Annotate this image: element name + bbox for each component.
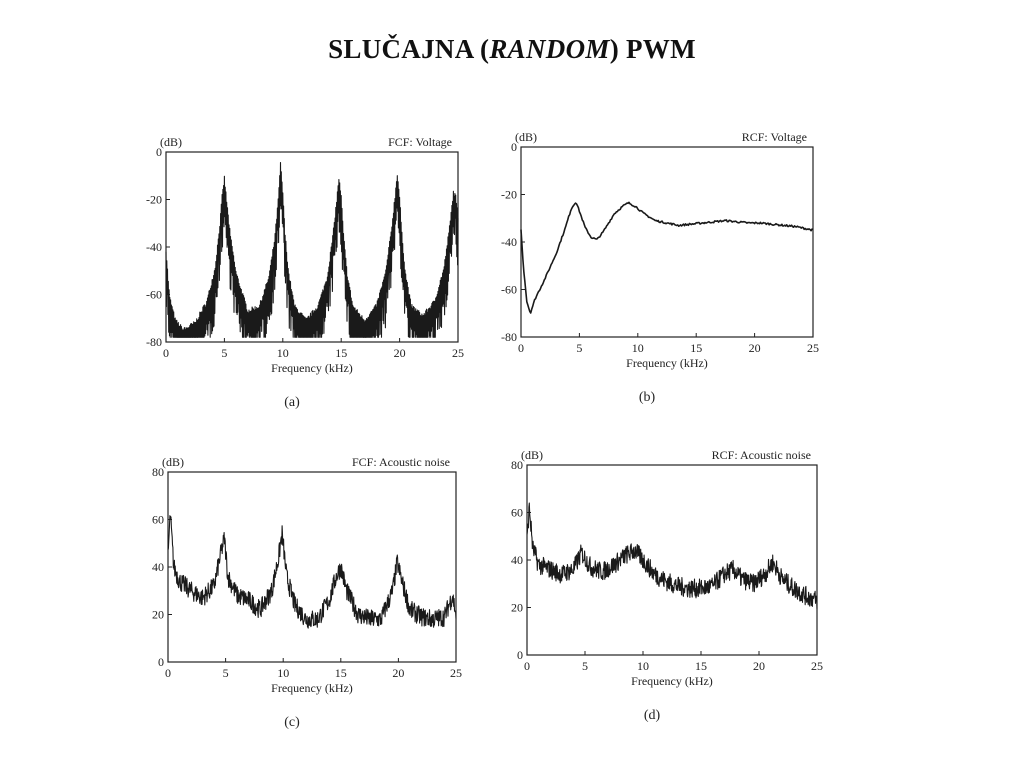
series-line-0 <box>167 515 457 629</box>
x-tick-label: 15 <box>690 341 702 355</box>
ylabel: (dB) <box>160 135 182 149</box>
ylabel: (dB) <box>521 448 543 462</box>
x-tick-label: 0 <box>524 659 530 673</box>
y-tick-label: 0 <box>156 145 162 159</box>
xlabel: Frequency (kHz) <box>626 356 708 370</box>
y-tick-label: 80 <box>511 458 523 472</box>
chart-panel-3: (dB) RCF: Acoustic noise Frequency (kHz) (d… <box>511 448 823 723</box>
figure-scan: (dB) FCF: Voltage Frequency (kHz) (a) 0 5 10 15… <box>120 88 840 748</box>
x-tick-label: 25 <box>807 341 819 355</box>
x-tick-label: 25 <box>452 346 464 360</box>
xlabel: Frequency (kHz) <box>271 681 353 695</box>
panel-label: (d) <box>644 708 661 723</box>
x-tick-label: 5 <box>221 346 227 360</box>
title-prefix: SLUČAJNA ( <box>328 34 490 64</box>
y-tick-label: 40 <box>511 553 523 567</box>
ylabel: (dB) <box>162 455 184 469</box>
xlabel: Frequency (kHz) <box>271 361 353 375</box>
panel-title: FCF: Acoustic noise <box>352 455 450 469</box>
x-tick-label: 25 <box>450 666 462 680</box>
y-tick-label: 20 <box>511 601 523 615</box>
title-suffix: ) PWM <box>609 34 696 64</box>
y-tick-label: 0 <box>158 655 164 669</box>
y-tick-label: 60 <box>152 513 164 527</box>
x-tick-label: 15 <box>335 346 347 360</box>
series-line-0 <box>165 161 459 338</box>
y-tick-label: -40 <box>501 235 517 249</box>
x-tick-label: 5 <box>576 341 582 355</box>
x-tick-label: 0 <box>165 666 171 680</box>
x-tick-label: 10 <box>637 659 649 673</box>
chart-panel-0: (dB) FCF: Voltage Frequency (kHz) (a) 0 5 10 15… <box>146 135 464 410</box>
x-tick-label: 5 <box>582 659 588 673</box>
y-tick-label: -20 <box>146 193 162 207</box>
y-tick-label: -20 <box>501 188 517 202</box>
x-tick-label: 20 <box>753 659 765 673</box>
chart-panel-2: (dB) FCF: Acoustic noise Frequency (kHz) (c… <box>152 455 462 730</box>
y-tick-label: -80 <box>501 330 517 344</box>
plot-frame <box>167 471 457 663</box>
panel-title: FCF: Voltage <box>388 135 452 149</box>
slide-title: SLUČAJNA (RANDOM) PWM <box>0 34 1024 65</box>
series-line-0 <box>520 201 814 314</box>
x-tick-label: 0 <box>518 341 524 355</box>
panel-label: (c) <box>284 715 300 730</box>
x-tick-label: 20 <box>394 346 406 360</box>
x-tick-label: 20 <box>392 666 404 680</box>
x-tick-label: 5 <box>223 666 229 680</box>
title-italic: RANDOM <box>489 34 610 64</box>
y-tick-label: 80 <box>152 465 164 479</box>
y-tick-label: 40 <box>152 560 164 574</box>
x-tick-label: 15 <box>695 659 707 673</box>
xlabel: Frequency (kHz) <box>631 674 713 688</box>
x-tick-label: 10 <box>277 346 289 360</box>
plot-frame <box>520 146 814 338</box>
series-line-0 <box>526 502 818 609</box>
y-tick-label: -40 <box>146 240 162 254</box>
x-tick-label: 20 <box>749 341 761 355</box>
x-tick-label: 25 <box>811 659 823 673</box>
panel-label: (b) <box>639 390 656 405</box>
y-tick-label: -60 <box>501 283 517 297</box>
x-tick-label: 10 <box>277 666 289 680</box>
panel-title: RCF: Acoustic noise <box>712 448 811 462</box>
y-tick-label: -60 <box>146 288 162 302</box>
chart-panel-1: (dB) RCF: Voltage Frequency (kHz) (b) 0 5 10 15… <box>501 130 819 405</box>
panel-title: RCF: Voltage <box>742 130 807 144</box>
ylabel: (dB) <box>515 130 537 144</box>
x-tick-label: 10 <box>632 341 644 355</box>
x-tick-label: 0 <box>163 346 169 360</box>
y-tick-label: 0 <box>511 140 517 154</box>
spectra-figure: (dB) FCF: Voltage Frequency (kHz) (a) 0 5 10 15… <box>146 130 823 730</box>
plot-frame <box>526 464 818 656</box>
y-tick-label: 0 <box>517 648 523 662</box>
y-tick-label: -80 <box>146 335 162 349</box>
y-tick-label: 20 <box>152 608 164 622</box>
y-tick-label: 60 <box>511 506 523 520</box>
x-tick-label: 15 <box>335 666 347 680</box>
panel-label: (a) <box>284 395 300 410</box>
